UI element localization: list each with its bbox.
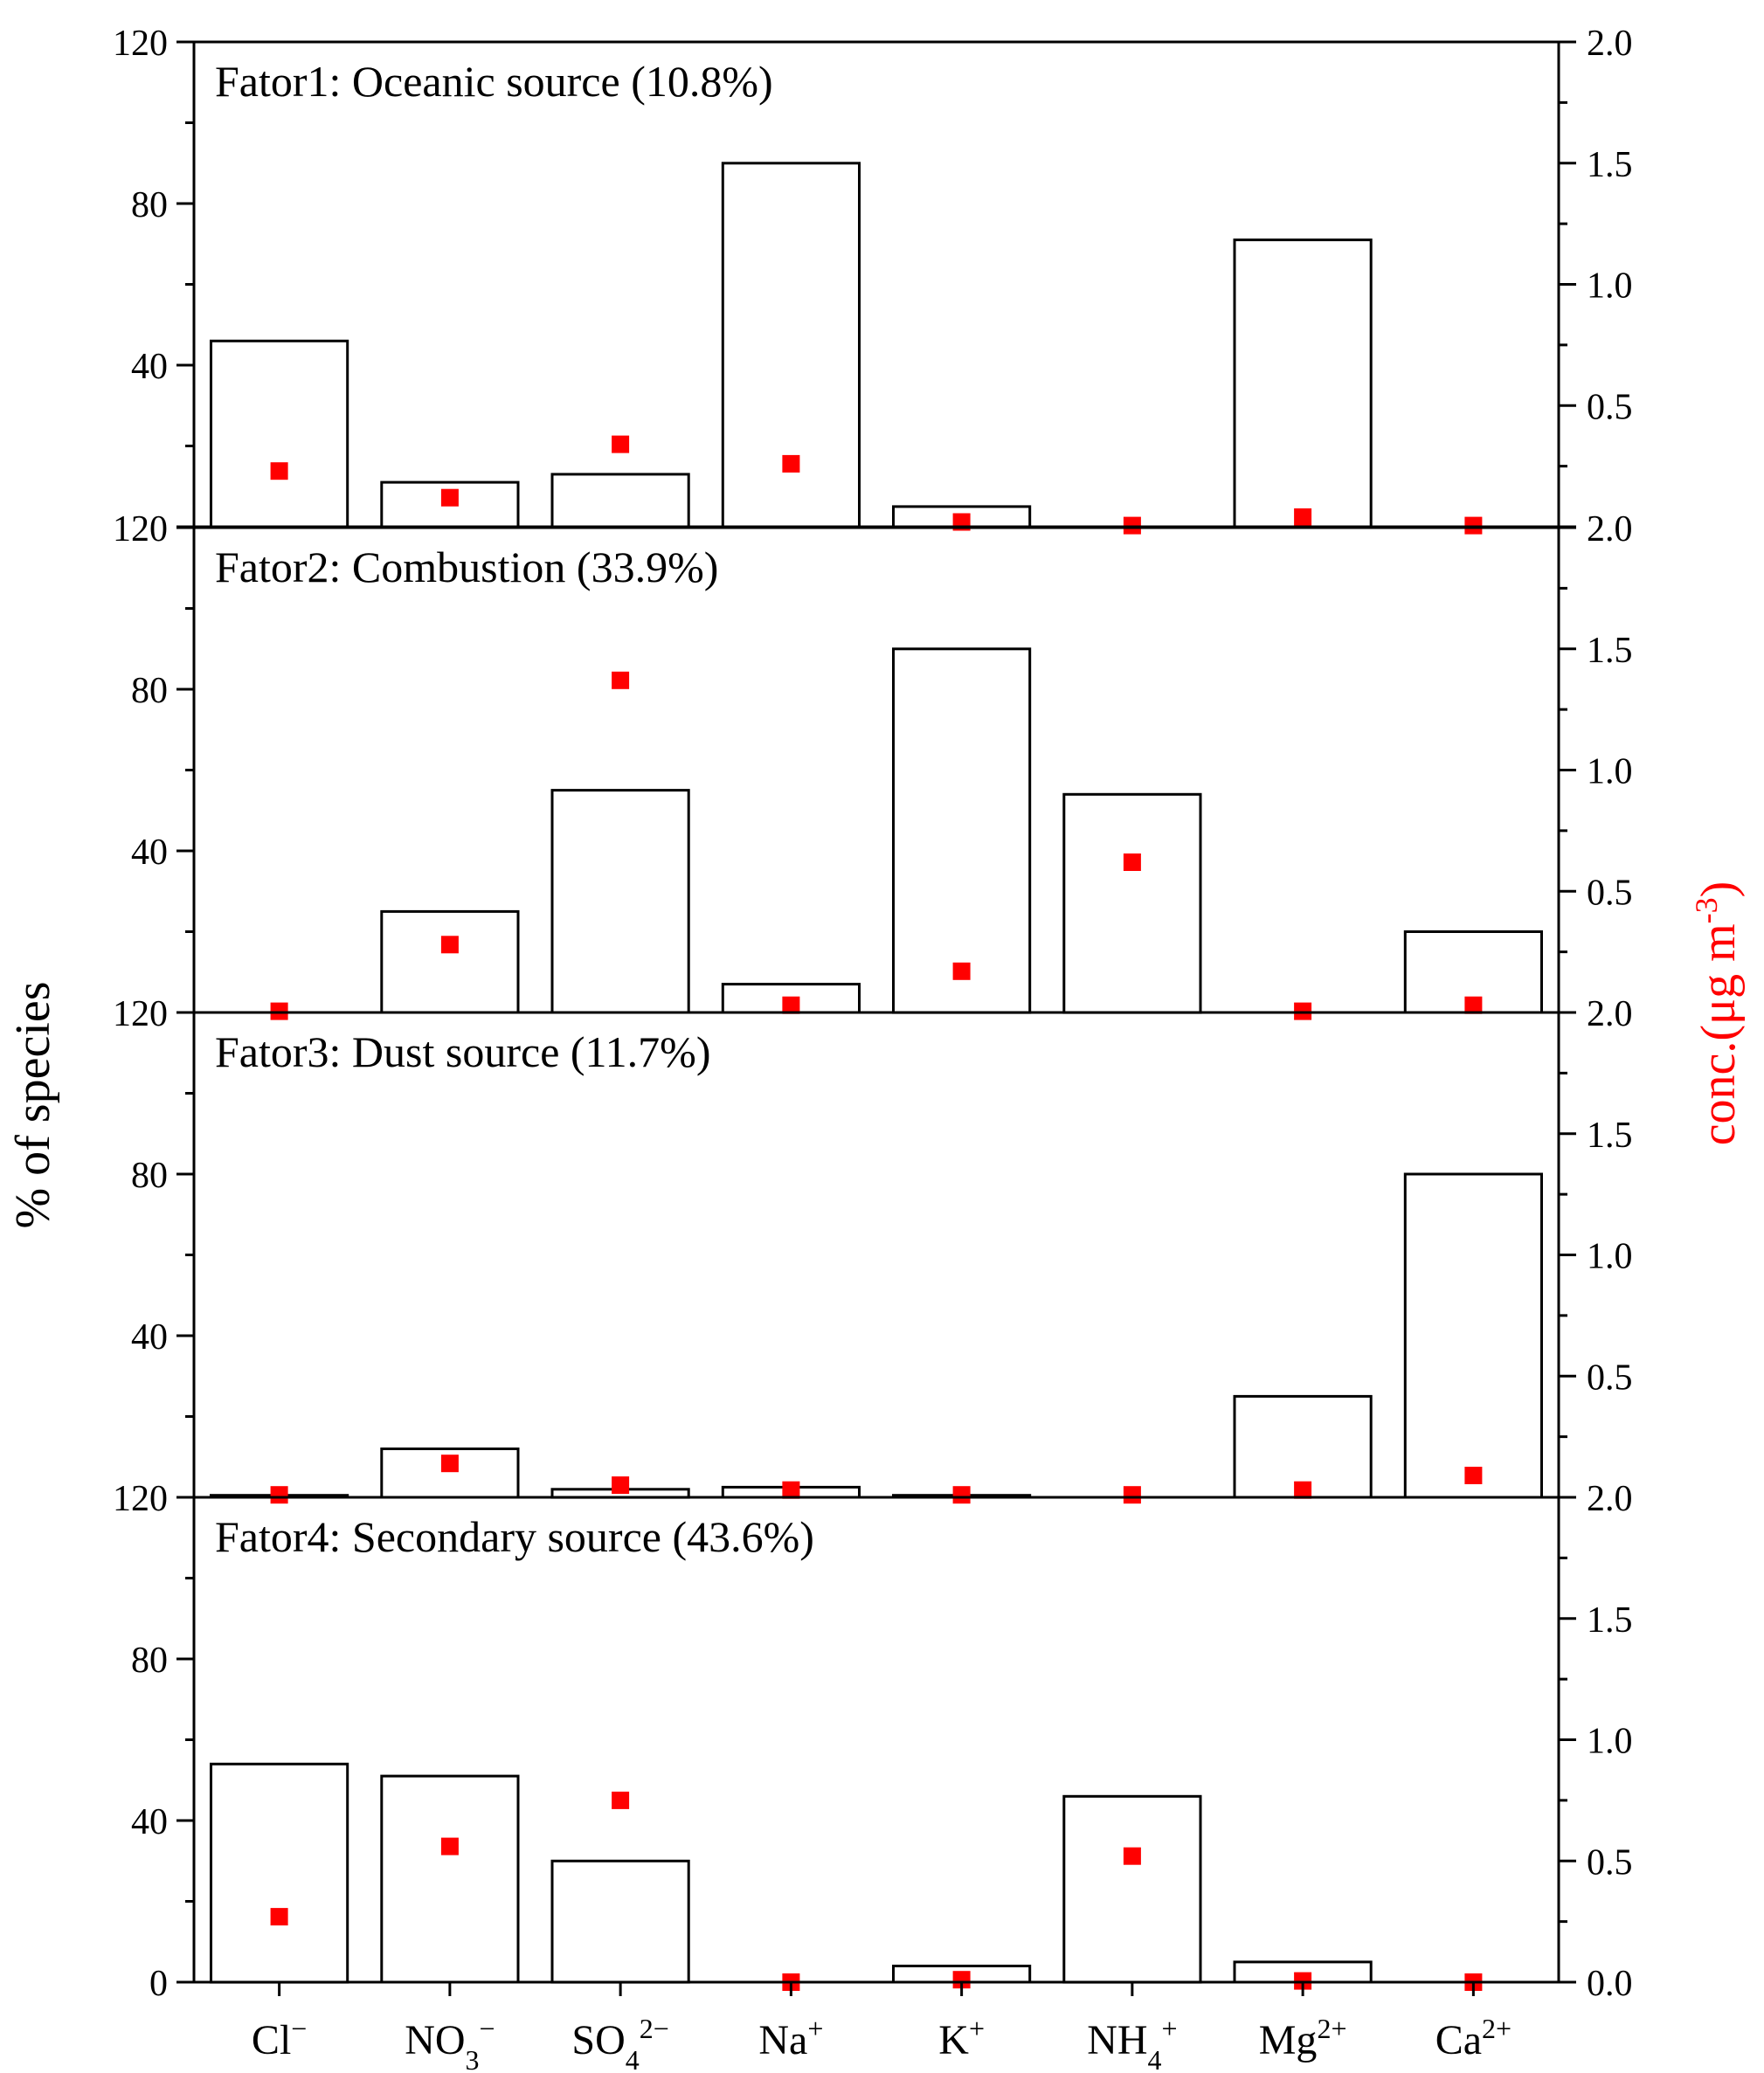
right-tick-label: 0.0 [1587, 1964, 1633, 2004]
bar-4-2 [380, 1774, 520, 1984]
panel-title-4: Fator4: Secondary source (43.6%) [215, 1512, 814, 1561]
left-tick-label: 120 [113, 994, 168, 1034]
conc-point-1-7 [1294, 508, 1312, 526]
panel-title-2: Fator2: Combustion (33.9%) [215, 542, 718, 591]
bar-4-3 [550, 1859, 690, 1984]
conc-point-1-2 [440, 488, 459, 507]
left-tick-label: 40 [131, 1317, 168, 1358]
bar-3-8 [1403, 1172, 1544, 1499]
conc-point-1-3 [612, 435, 630, 453]
right-tick-label: 0.5 [1587, 387, 1633, 427]
left-tick-label: 40 [131, 347, 168, 387]
panel-frame-1 [192, 40, 1560, 529]
right-tick-label: 1.0 [1587, 1237, 1633, 1277]
right-tick-label: 1.0 [1587, 752, 1633, 792]
x-category-label-6: NH4+ [1087, 2013, 1177, 2073]
right-tick-label: 2.0 [1587, 24, 1633, 64]
right-tick-label: 2.0 [1587, 994, 1633, 1034]
panel-3: 40 80 120 0.5 1.0 1.5 2.0 Fator3: Dust source (… [113, 994, 1633, 1504]
conc-point-2-5 [952, 962, 971, 980]
bar-4-6 [1062, 1794, 1202, 1984]
left-tick-label: 120 [113, 509, 168, 549]
panel-1: 40 80 120 0.5 1.0 1.5 2.0 Fator1: Oceanic sourc… [113, 24, 1633, 535]
conc-point-2-6 [1123, 853, 1141, 871]
panel-frame-4 [192, 1496, 1560, 1984]
left-tick-label: 120 [113, 1479, 168, 1519]
y-axis-label-left: % of species [6, 981, 60, 1228]
x-category-label-3: SO42− [571, 2013, 668, 2073]
right-tick-label: 2.0 [1587, 509, 1633, 549]
panel-4: 0 40 80 120 0.0 0.5 1.0 1.5 2.0 Fator4: Secondary… [113, 1479, 1633, 2004]
bar-4-1 [210, 1762, 349, 1984]
bar-2-2 [380, 909, 520, 1014]
y-axis-label-right-close: ) [1691, 881, 1746, 898]
y-axis-label-right-sup: -3 [1689, 897, 1724, 923]
left-tick-label: 40 [131, 1802, 168, 1842]
x-category-label-1: Cl− [252, 2013, 307, 2063]
bar-1-7 [1233, 238, 1373, 529]
conc-point-3-3 [612, 1476, 630, 1495]
panel-title-3: Fator3: Dust source (11.7%) [215, 1027, 710, 1076]
bar-1-1 [210, 339, 349, 529]
conc-point-1-1 [270, 462, 288, 480]
conc-point-2-2 [440, 936, 459, 954]
conc-point-3-1 [270, 1486, 288, 1504]
left-tick-label: 80 [131, 1156, 168, 1196]
panel-title-1: Fator1: Oceanic source (10.8%) [215, 57, 773, 106]
x-category-label-4: Na+ [758, 2013, 823, 2063]
x-category-label-7: Mg2+ [1259, 2013, 1347, 2063]
right-tick-label: 0.5 [1587, 1358, 1633, 1398]
conc-point-3-8 [1464, 1467, 1483, 1484]
left-tick-label: 0 [149, 1964, 168, 2004]
conc-point-3-2 [440, 1455, 459, 1473]
conc-point-4-2 [440, 1837, 459, 1855]
conc-point-3-4 [782, 1481, 800, 1499]
bar-1-3 [550, 473, 690, 529]
left-tick-label: 80 [131, 1641, 168, 1681]
conc-point-2-4 [782, 996, 800, 1014]
left-tick-label: 40 [131, 833, 168, 873]
y-axis-label-right: conc.(μg m-3) [1689, 881, 1746, 1146]
conc-point-4-5 [952, 1971, 971, 1989]
x-category-label-8: Ca2+ [1435, 2013, 1512, 2063]
conc-point-2-8 [1464, 996, 1483, 1014]
conc-point-4-6 [1123, 1847, 1141, 1865]
conc-point-3-5 [952, 1486, 971, 1504]
bar-2-5 [892, 647, 1032, 1014]
conc-point-2-3 [612, 671, 630, 689]
conc-point-4-1 [270, 1908, 288, 1926]
y-axis-label-right-base: conc.(μg m [1691, 923, 1746, 1145]
panel-frame-2 [192, 526, 1560, 1014]
conc-point-3-6 [1123, 1486, 1141, 1504]
left-tick-label: 120 [113, 24, 168, 64]
panel-2: 40 80 120 0.5 1.0 1.5 2.0 Fator2: Combustion (3… [113, 509, 1633, 1020]
left-tick-label: 80 [131, 671, 168, 711]
panel-frame-3 [192, 1011, 1560, 1499]
conc-point-3-7 [1294, 1481, 1312, 1499]
left-tick-label: 80 [131, 185, 168, 225]
right-tick-label: 1.5 [1587, 631, 1633, 671]
right-tick-label: 1.0 [1587, 266, 1633, 307]
right-tick-label: 0.5 [1587, 873, 1633, 913]
conc-point-4-3 [612, 1791, 630, 1809]
right-tick-label: 1.5 [1587, 145, 1633, 185]
x-category-label-2: NO3− [405, 2013, 495, 2073]
panels-group: 40 80 120 0.5 1.0 1.5 2.0 Fator1: Oceanic sourc… [113, 24, 1633, 2004]
x-category-label-5: K+ [938, 2013, 985, 2063]
right-tick-label: 2.0 [1587, 1479, 1633, 1519]
right-tick-label: 0.5 [1587, 1842, 1633, 1883]
bar-2-3 [550, 789, 690, 1014]
x-category-labels: Cl− NO3− SO42− Na+ K+ NH4+ Mg2+ Ca2+ [252, 1982, 1512, 2073]
right-tick-label: 1.5 [1587, 1600, 1633, 1641]
conc-point-1-4 [782, 454, 800, 473]
right-tick-label: 1.0 [1587, 1722, 1633, 1762]
bar-2-6 [1062, 792, 1202, 1014]
right-tick-label: 1.5 [1587, 1116, 1633, 1156]
